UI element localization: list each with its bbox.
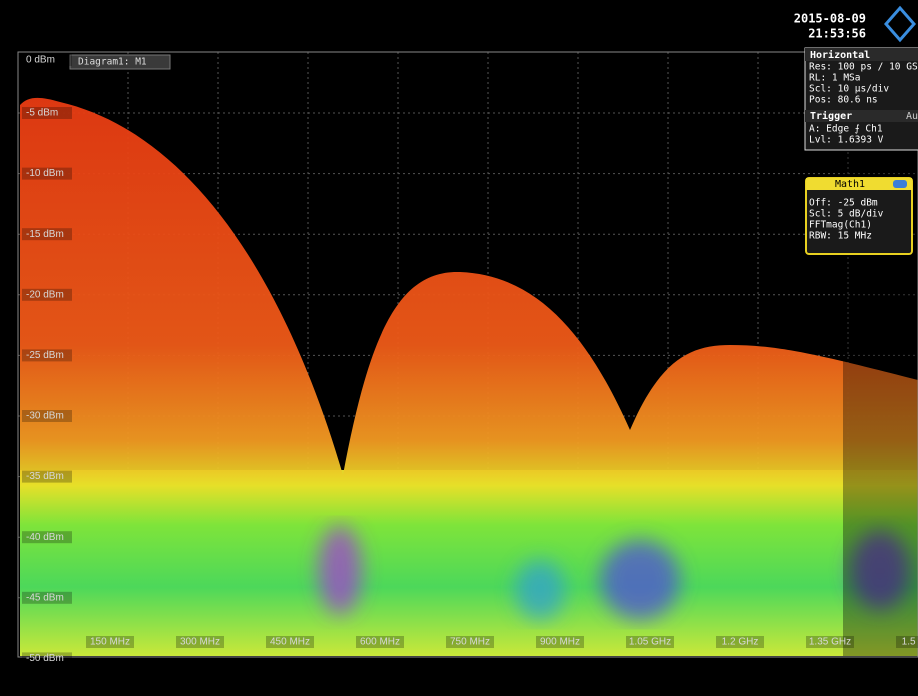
- x-label: 300 MHz: [180, 637, 220, 648]
- math-line: Scl: 5 dB/div: [809, 209, 884, 220]
- y-label-bg: [22, 107, 72, 119]
- x-label-bg: [86, 636, 134, 648]
- math-line: RBW: 15 MHz: [809, 231, 872, 242]
- horizontal-line: Scl: 10 µs/div: [809, 84, 889, 95]
- y-label: -15 dBm: [26, 229, 64, 240]
- trigger-header: [805, 110, 918, 122]
- x-label-bg: [716, 636, 764, 648]
- y-label-bg: [22, 591, 72, 604]
- trigger-title: Trigger: [810, 110, 852, 122]
- date: 2015-08-09: [794, 12, 866, 26]
- y-label-bg: [22, 228, 72, 241]
- y-label-bg: [22, 652, 72, 665]
- plot-border: [17, 51, 918, 658]
- y-label: -40 dBm: [26, 532, 64, 543]
- x-label-bg: [896, 636, 918, 648]
- diagram-tab-label: Diagram1: M1: [78, 57, 147, 68]
- x-label-bg: [626, 636, 674, 648]
- y-label-bg: [22, 470, 72, 483]
- y-label-bg: [22, 288, 72, 301]
- horizontal-line: Pos: 80.6 ns: [809, 95, 878, 106]
- y-label-bg: [22, 167, 72, 180]
- x-label: 1.35 GHz: [809, 637, 851, 648]
- y-label-bg: [22, 531, 72, 544]
- y-label: 0 dBm: [26, 55, 55, 66]
- dimmed-region: [843, 52, 918, 657]
- x-label: 1.2 GHz: [722, 637, 759, 648]
- math-toggle[interactable]: [893, 180, 907, 188]
- spectrum-persistence: [20, 97, 918, 657]
- trigger-mode: Au: [906, 111, 918, 122]
- x-label: 150 MHz: [90, 637, 130, 648]
- x-label: 750 MHz: [450, 637, 490, 648]
- y-label: -5 dBm: [26, 108, 58, 119]
- horizontal-title: Horizontal: [810, 49, 870, 61]
- y-label-bg: [22, 410, 72, 422]
- x-label-bg: [806, 636, 854, 648]
- horizontal-header: [805, 48, 918, 61]
- x-label: 900 MHz: [540, 637, 580, 648]
- trigger-line: Lvl: 1.6393 V: [809, 135, 884, 146]
- math-line: FFTmag(Ch1): [809, 220, 872, 231]
- x-label: 1.5 GHz: [902, 637, 918, 648]
- x-label-bg: [266, 636, 314, 648]
- x-label-bg: [356, 636, 404, 648]
- y-label-bg: [22, 349, 72, 362]
- y-label: -20 dBm: [26, 289, 64, 300]
- math-header: [806, 178, 912, 190]
- x-label-bg: [176, 636, 224, 648]
- math-line: Off: -25 dBm: [809, 198, 878, 209]
- y-label: -45 dBm: [26, 592, 64, 603]
- y-label: -30 dBm: [26, 411, 64, 422]
- y-label: -35 dBm: [26, 471, 64, 482]
- diagram-tab[interactable]: [69, 54, 171, 70]
- horizontal-panel[interactable]: [804, 47, 918, 151]
- y-label: -10 dBm: [26, 168, 64, 179]
- horizontal-line: Res: 100 ps / 10 GSa: [809, 62, 918, 73]
- x-label: 600 MHz: [360, 637, 400, 648]
- math-title: Math1: [835, 179, 865, 190]
- y-label-bg: [22, 54, 72, 66]
- y-label: -50 dBm: [26, 653, 64, 664]
- time: 21:53:56: [808, 27, 866, 41]
- horizontal-line: RL: 1 MSa: [809, 73, 860, 84]
- y-label: -25 dBm: [26, 350, 64, 361]
- persistence-blobs: [318, 525, 910, 620]
- trigger-line: A: Edge ⨍ Ch1: [809, 124, 883, 135]
- x-label-bg: [536, 636, 584, 648]
- x-label-bg: [446, 636, 494, 648]
- x-label: 1.05 GHz: [629, 637, 671, 648]
- x-label: 450 MHz: [270, 637, 310, 648]
- logo: [884, 5, 916, 43]
